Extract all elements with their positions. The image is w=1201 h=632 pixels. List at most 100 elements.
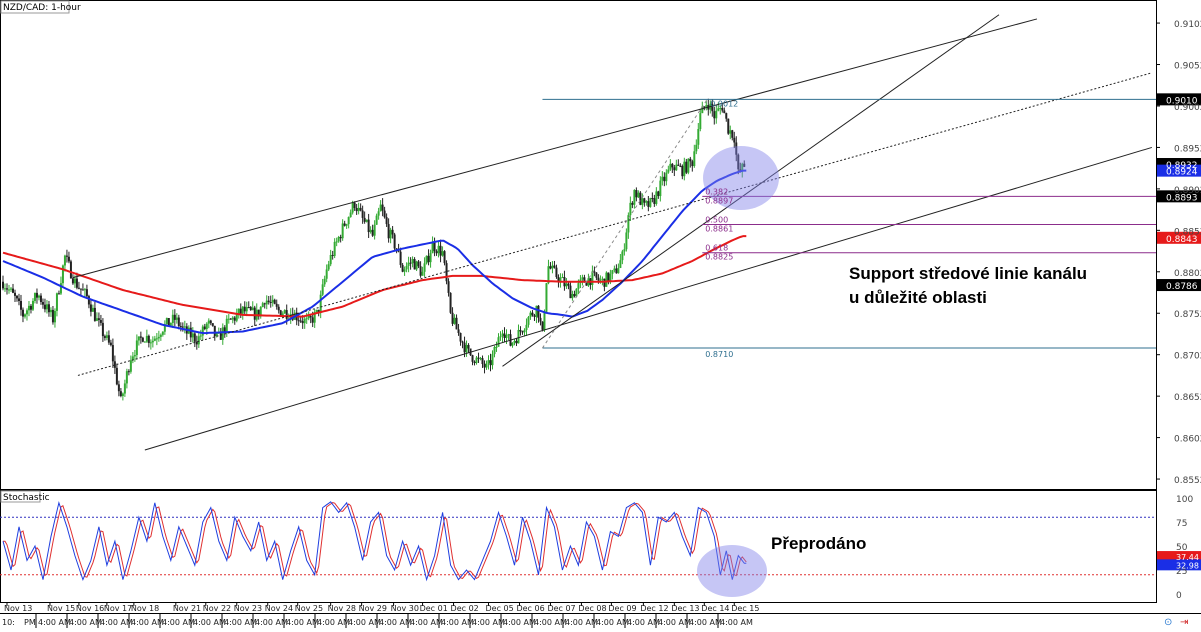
candle-body — [321, 284, 324, 295]
candle-body — [561, 277, 564, 279]
candle-body — [335, 241, 338, 243]
candle-body — [269, 301, 272, 303]
candle-body — [491, 354, 494, 366]
candle-body — [661, 176, 664, 181]
candle-body — [123, 383, 126, 394]
candle-body — [545, 283, 548, 312]
candle-body — [91, 307, 94, 312]
candle-body — [43, 304, 46, 310]
candle-body — [567, 283, 570, 286]
candle-body — [675, 164, 678, 171]
candle-body — [17, 298, 20, 301]
candle-body — [265, 300, 268, 305]
candle-body — [29, 305, 32, 310]
candle-body — [225, 318, 228, 334]
candle-body — [467, 344, 470, 349]
time-prefix-pm: PM — [24, 618, 36, 627]
fib-ratio-label: 0.618 — [705, 244, 728, 253]
date-label: Nov 15 — [47, 604, 75, 613]
candle-body — [645, 201, 648, 203]
candle-body — [9, 288, 12, 290]
candle-body — [593, 271, 596, 273]
candle-body — [37, 295, 40, 298]
time-label: 4:00 AM — [472, 618, 505, 627]
candle-body — [155, 338, 158, 340]
candle-body — [399, 251, 402, 265]
price-marker-box — [1157, 279, 1201, 292]
candle-body — [3, 288, 6, 290]
candle-body — [141, 337, 144, 342]
candle-body — [279, 310, 282, 317]
candle-body — [513, 340, 516, 343]
candle-body — [371, 229, 374, 236]
date-label: Nov 18 — [131, 604, 159, 613]
candle-body — [157, 336, 160, 339]
candle-body — [395, 248, 398, 250]
candle-body — [671, 163, 674, 168]
stoch-label-box — [0, 490, 41, 503]
candle-body — [527, 317, 530, 325]
time-label: 4:00 AM — [689, 618, 722, 627]
price-marker-label: 0.9010 — [1166, 96, 1198, 106]
candle-body — [511, 342, 514, 346]
low-level-label: 0.8710 — [705, 350, 733, 359]
candle-body — [451, 312, 454, 324]
candle-body — [159, 334, 162, 337]
candle-body — [193, 333, 196, 342]
candle-body — [135, 340, 138, 356]
candle-body — [731, 130, 734, 138]
time-label: 4:00 AM — [596, 618, 629, 627]
time-label: 4:00 AM — [162, 618, 195, 627]
candle-body — [49, 309, 52, 313]
candle-body — [93, 307, 96, 321]
candle-body — [481, 358, 484, 365]
time-label: 4:00 AM — [317, 618, 350, 627]
candle-body — [533, 315, 536, 317]
oversold-annotation: Přeprodáno — [771, 534, 866, 553]
candle-body — [441, 251, 444, 256]
stoch-tick-label: 75 — [1176, 519, 1187, 529]
candle-body — [257, 309, 260, 317]
candle-body — [179, 326, 182, 328]
candle-body — [439, 245, 442, 256]
candle-body — [139, 336, 142, 338]
candle-body — [683, 161, 686, 177]
candle-body — [647, 201, 650, 207]
candle-body — [111, 345, 114, 362]
stoch-k-line — [2, 500, 747, 582]
candle-body — [201, 326, 204, 336]
candle-body — [649, 198, 652, 207]
candle-body — [223, 327, 226, 334]
candle-body — [673, 167, 676, 171]
candle-body — [641, 198, 644, 205]
candle-body — [273, 299, 276, 304]
candle-body — [311, 317, 314, 323]
price-marker-label: 0.8843 — [1166, 235, 1198, 245]
time-label: 4:00 AM — [224, 618, 257, 627]
candle-body — [515, 340, 518, 344]
candle-body — [573, 293, 576, 297]
candle-body — [487, 360, 490, 364]
candle-body — [367, 219, 370, 233]
candle-body — [691, 161, 694, 167]
candle-body — [45, 304, 48, 310]
candle-body — [207, 320, 210, 324]
candle-body — [57, 293, 60, 295]
stoch-k-marker — [1157, 551, 1201, 563]
candle-body — [541, 321, 544, 330]
candle-body — [489, 360, 492, 366]
stoch-tick-label: 0 — [1176, 591, 1182, 601]
candle-body — [559, 277, 562, 283]
candle-body — [105, 335, 108, 338]
fib-ratio-label: 0.500 — [705, 216, 728, 225]
candle-body — [635, 190, 638, 198]
candle-body — [357, 207, 360, 212]
candle-body — [327, 264, 330, 270]
fib-ratio-label: 0.382 — [705, 187, 728, 196]
candle-body — [445, 263, 448, 282]
candle-body — [55, 293, 58, 311]
candle-body — [165, 318, 168, 325]
candle-body — [475, 357, 478, 364]
candle-body — [301, 320, 304, 324]
candle-body — [117, 384, 120, 392]
